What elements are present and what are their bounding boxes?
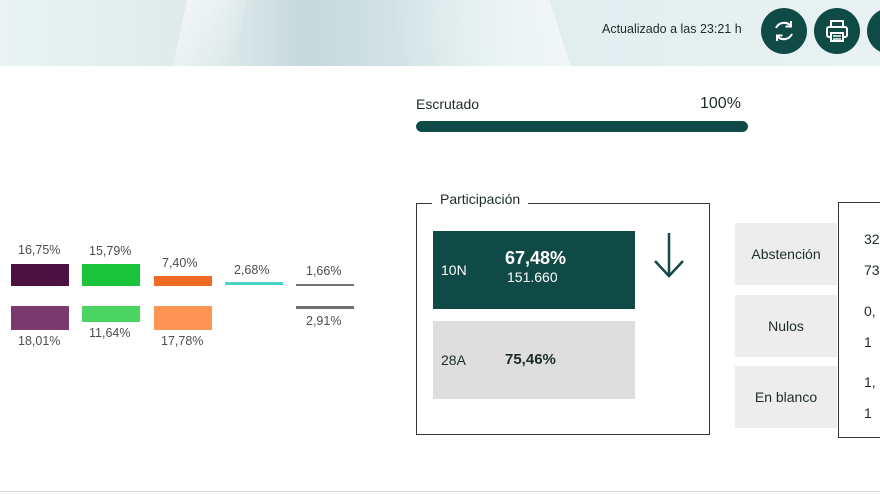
participation-previous-card: 28A 75,46%	[433, 321, 635, 399]
stat-label-abstention: Abstención	[735, 223, 837, 285]
election-code: 28A	[441, 352, 466, 368]
arrow-down-icon	[654, 233, 684, 278]
party-bar-current	[82, 264, 140, 286]
refresh-button[interactable]	[761, 8, 807, 54]
stat-value: 0,	[864, 303, 876, 319]
party-pct-current: 1,66%	[306, 264, 342, 278]
party-bar-previous	[296, 306, 354, 309]
party-bar-current	[296, 284, 354, 286]
party-bar-previous	[11, 306, 69, 330]
party-bar-current	[11, 264, 69, 286]
party-pct-previous: 2,91%	[306, 314, 342, 328]
scrutiny-progress-fill	[416, 121, 748, 132]
participation-current-card: 10N 67,48% 151.660	[433, 231, 635, 309]
party-bar-current	[154, 276, 212, 286]
updated-timestamp: Actualizado a las 23:21 h	[602, 22, 742, 36]
party-pct-previous: 18,01%	[18, 334, 61, 348]
party-pct-current: 16,75%	[18, 243, 61, 257]
stat-label-null: Nulos	[735, 295, 837, 357]
party-bar-current	[225, 282, 283, 285]
stat-value: 1	[864, 405, 872, 421]
print-button[interactable]	[814, 8, 860, 54]
participation-panel	[416, 203, 710, 435]
party-pct-current: 2,68%	[234, 263, 270, 277]
election-code: 10N	[441, 262, 467, 278]
participation-count: 151.660	[507, 269, 558, 285]
party-bar-previous	[82, 306, 140, 322]
header-banner: Actualizado a las 23:21 h	[0, 0, 880, 66]
party-bar-previous	[154, 306, 212, 330]
scrutiny-value: 100%	[700, 95, 741, 112]
stat-value: 73	[864, 262, 880, 278]
more-icon	[876, 17, 880, 45]
party-pct-current: 7,40%	[162, 256, 198, 270]
party-pct-current: 15,79%	[89, 244, 132, 258]
stats-values-panel	[838, 202, 880, 438]
header-decoration	[389, 0, 571, 66]
print-icon	[826, 20, 848, 42]
more-button[interactable]	[867, 8, 880, 54]
stat-label-blank: En blanco	[735, 366, 837, 428]
participation-title: Participación	[432, 191, 529, 207]
participation-percent: 67,48%	[505, 248, 567, 268]
party-pct-previous: 11,64%	[89, 326, 131, 340]
bottom-divider	[0, 491, 880, 492]
stat-value: 1,	[864, 374, 876, 390]
scrutiny-label: Escrutado	[416, 96, 480, 112]
stat-value: 1	[864, 334, 872, 350]
participation-percent: 75,46%	[505, 351, 556, 368]
party-pct-previous: 17,78%	[161, 334, 204, 348]
scrutiny-progress-bar	[416, 121, 748, 132]
refresh-icon	[775, 21, 793, 41]
header-decoration	[172, 0, 248, 66]
stat-value: 32	[864, 231, 880, 247]
